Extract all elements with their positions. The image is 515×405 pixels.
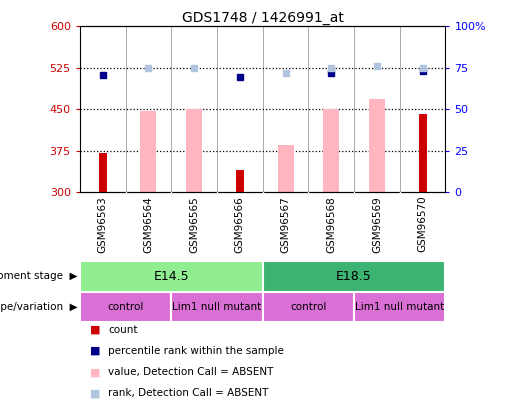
Bar bbox=[141, 111, 157, 192]
Text: ■: ■ bbox=[90, 325, 100, 335]
Text: genotype/variation  ▶: genotype/variation ▶ bbox=[0, 302, 77, 312]
Bar bbox=[236, 170, 244, 192]
Text: GSM96568: GSM96568 bbox=[326, 196, 336, 253]
Text: Lim1 null mutant: Lim1 null mutant bbox=[173, 302, 262, 312]
Text: value, Detection Call = ABSENT: value, Detection Call = ABSENT bbox=[108, 367, 273, 377]
Text: percentile rank within the sample: percentile rank within the sample bbox=[108, 346, 284, 356]
Text: Lim1 null mutant: Lim1 null mutant bbox=[355, 302, 444, 312]
Bar bbox=[98, 153, 107, 192]
Text: ■: ■ bbox=[90, 367, 100, 377]
Text: development stage  ▶: development stage ▶ bbox=[0, 271, 77, 281]
Text: rank, Detection Call = ABSENT: rank, Detection Call = ABSENT bbox=[108, 388, 268, 398]
Title: GDS1748 / 1426991_at: GDS1748 / 1426991_at bbox=[182, 11, 344, 25]
Bar bbox=[171, 292, 263, 322]
Bar bbox=[369, 99, 385, 192]
Bar bbox=[263, 292, 354, 322]
Text: ■: ■ bbox=[90, 346, 100, 356]
Text: GSM96565: GSM96565 bbox=[189, 196, 199, 253]
Bar bbox=[323, 109, 339, 192]
Text: control: control bbox=[107, 302, 144, 312]
Text: count: count bbox=[108, 325, 138, 335]
Bar bbox=[186, 109, 202, 192]
Text: E14.5: E14.5 bbox=[153, 270, 189, 283]
Bar bbox=[354, 292, 445, 322]
Text: control: control bbox=[290, 302, 327, 312]
Bar bbox=[80, 261, 263, 292]
Bar bbox=[278, 145, 294, 192]
Text: GSM96564: GSM96564 bbox=[143, 196, 153, 253]
Text: GSM96566: GSM96566 bbox=[235, 196, 245, 253]
Text: GSM96563: GSM96563 bbox=[98, 196, 108, 253]
Bar bbox=[263, 261, 445, 292]
Bar bbox=[80, 292, 171, 322]
Text: GSM96567: GSM96567 bbox=[281, 196, 290, 253]
Bar bbox=[419, 114, 427, 192]
Text: ■: ■ bbox=[90, 388, 100, 398]
Text: GSM96570: GSM96570 bbox=[418, 196, 427, 252]
Text: GSM96569: GSM96569 bbox=[372, 196, 382, 253]
Text: E18.5: E18.5 bbox=[336, 270, 372, 283]
